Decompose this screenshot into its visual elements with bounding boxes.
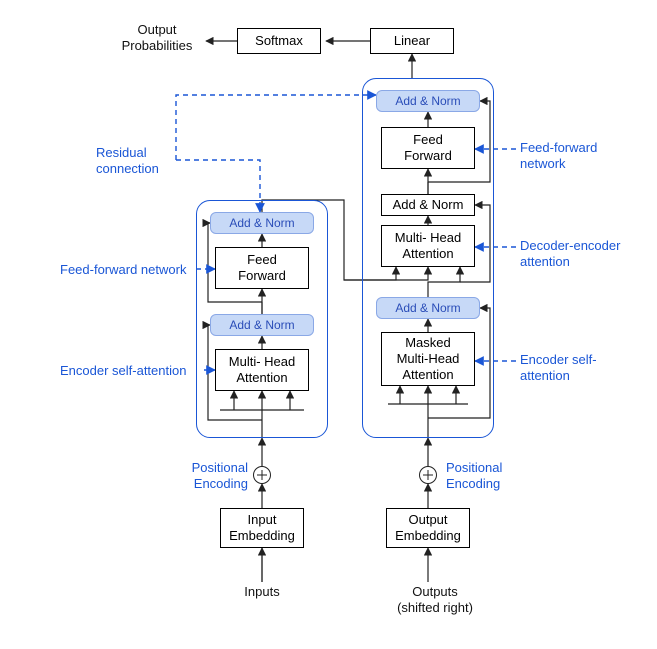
output-embedding-box: OutputEmbedding <box>386 508 470 548</box>
annotation-encoder-self-attn-right: Encoder self-attention <box>520 352 630 385</box>
annotation-encoder-self-attention: Encoder self-attention <box>60 363 208 379</box>
outputs-label: Outputs(shifted right) <box>390 584 480 620</box>
encoder-positional-add-icon <box>253 466 271 484</box>
input-embedding-box: InputEmbedding <box>220 508 304 548</box>
encoder-add-norm-1: Add & Norm <box>210 314 314 336</box>
positional-encoding-left-label: PositionalEncoding <box>176 460 248 494</box>
annotation-residual-connection: Residualconnection <box>96 145 176 178</box>
output-probabilities-label: OutputProbabilities <box>112 22 202 56</box>
arrow-layer <box>0 0 657 649</box>
annotation-feed-forward-right: Feed-forwardnetwork <box>520 140 630 173</box>
decoder-masked-multi-head-attention: MaskedMulti-HeadAttention <box>381 332 475 386</box>
decoder-positional-add-icon <box>419 466 437 484</box>
softmax-box: Softmax <box>237 28 321 54</box>
decoder-add-norm-2: Add & Norm <box>381 194 475 216</box>
encoder-multi-head-attention: Multi- HeadAttention <box>215 349 309 391</box>
annotation-decoder-encoder-attn: Decoder-encoderattention <box>520 238 640 271</box>
positional-encoding-right-label: PositionalEncoding <box>446 460 518 494</box>
decoder-add-norm-1: Add & Norm <box>376 297 480 319</box>
decoder-feed-forward: FeedForward <box>381 127 475 169</box>
decoder-add-norm-3: Add & Norm <box>376 90 480 112</box>
inputs-label: Inputs <box>232 584 292 604</box>
decoder-multi-head-attention: Multi- HeadAttention <box>381 225 475 267</box>
encoder-add-norm-2: Add & Norm <box>210 212 314 234</box>
annotation-feed-forward-left: Feed-forward network <box>60 262 200 278</box>
encoder-feed-forward: FeedForward <box>215 247 309 289</box>
linear-box: Linear <box>370 28 454 54</box>
